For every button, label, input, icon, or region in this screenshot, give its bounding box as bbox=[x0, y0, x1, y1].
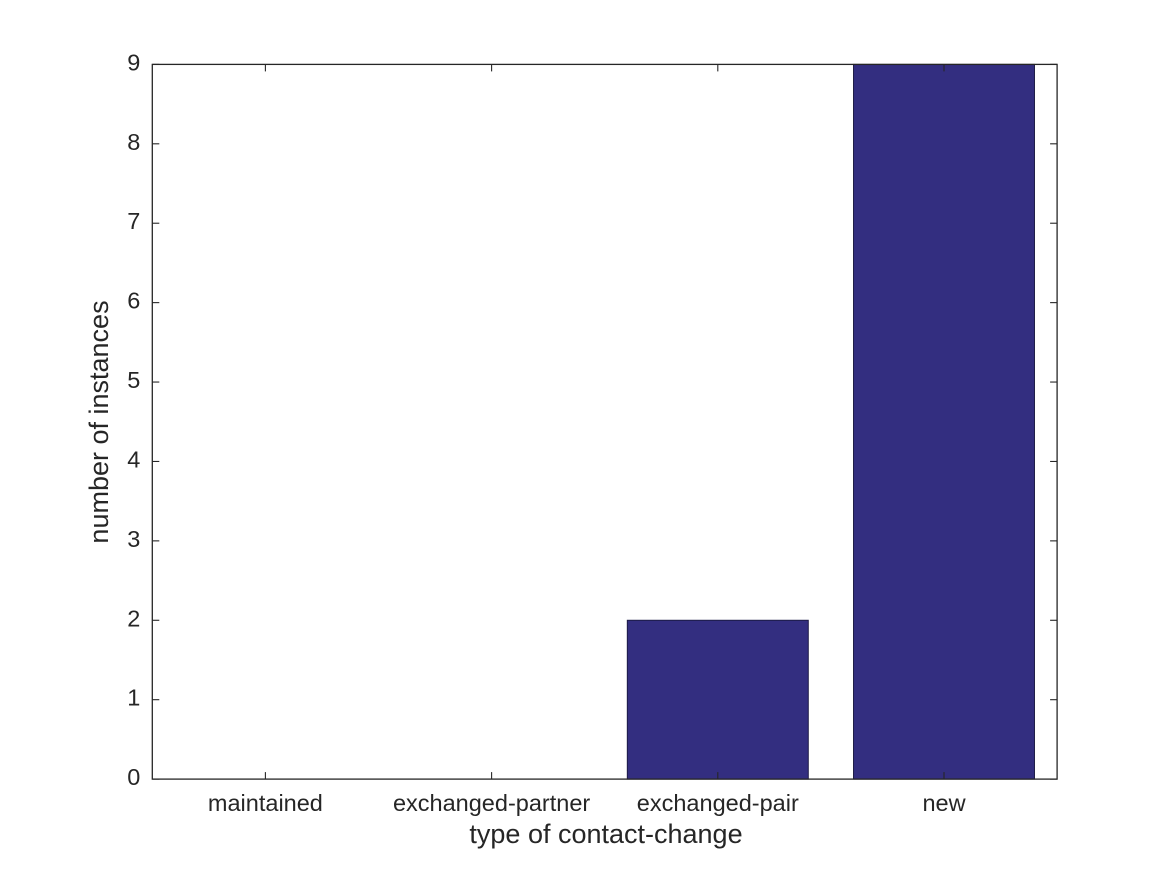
svg-text:3: 3 bbox=[127, 526, 140, 552]
svg-text:7: 7 bbox=[127, 208, 140, 234]
svg-text:exchanged-partner: exchanged-partner bbox=[393, 790, 590, 816]
svg-text:6: 6 bbox=[127, 288, 140, 314]
svg-text:maintained: maintained bbox=[208, 790, 323, 816]
svg-text:number of instances: number of instances bbox=[84, 300, 114, 543]
svg-text:8: 8 bbox=[127, 129, 140, 155]
svg-text:type of contact-change: type of contact-change bbox=[469, 819, 742, 849]
svg-text:exchanged-pair: exchanged-pair bbox=[637, 790, 799, 816]
svg-text:4: 4 bbox=[127, 446, 140, 472]
svg-text:2: 2 bbox=[127, 605, 140, 631]
svg-text:5: 5 bbox=[127, 367, 140, 393]
svg-text:1: 1 bbox=[127, 685, 140, 711]
svg-text:0: 0 bbox=[127, 764, 140, 790]
svg-text:new: new bbox=[922, 790, 966, 816]
svg-text:9: 9 bbox=[127, 49, 140, 75]
